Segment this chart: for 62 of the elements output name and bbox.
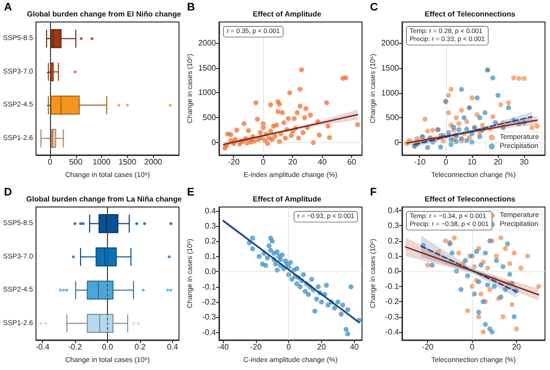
y-tick-label: 1500: [198, 63, 217, 72]
y-tick-label: -0.2: [202, 298, 217, 306]
y-tick-label: -0.1: [385, 282, 400, 291]
y-tick-label: 1000: [198, 88, 217, 98]
x-tick-label: 500: [69, 158, 83, 166]
y-tick-label: 0.0: [204, 267, 217, 276]
text: B: [187, 2, 195, 14]
y-tick-label: 2000: [381, 38, 400, 48]
x-tick-label: -20: [228, 158, 240, 166]
x-tick-label: 60: [347, 158, 357, 166]
x-tick-label: 20: [317, 342, 326, 352]
y-tick-label: 0.0: [388, 266, 400, 276]
y-tick-label: -0.3: [385, 312, 400, 322]
y-tick-label: -0.4: [385, 327, 400, 336]
x-tick-label: 0: [48, 158, 53, 166]
x-tick-label: 1000: [92, 158, 112, 166]
y-tick-label: 0.2: [388, 236, 400, 246]
y-tick-label: -0.2: [385, 297, 400, 306]
y-tick-label: 2000: [198, 38, 217, 48]
x-tick-label: -40: [217, 342, 230, 352]
y-tick-label: 1000: [381, 88, 400, 98]
y-tick-label: 0.1: [388, 252, 400, 261]
x-tick-label: 0.0: [102, 342, 114, 352]
x-tick-label: 0: [286, 342, 292, 352]
x-tick-label: 10: [467, 158, 477, 166]
text: C: [370, 2, 378, 14]
text: E: [187, 186, 194, 198]
y-tick-label: 0: [394, 138, 400, 148]
y-tick-label: 0.3: [204, 222, 217, 230]
x-tick-label: -20: [250, 342, 262, 352]
x-tick-label: 40: [318, 158, 328, 166]
x-tick-label: 0: [470, 342, 475, 352]
y-tick-label: -0.3: [202, 312, 217, 322]
x-tick-label: 20: [512, 342, 522, 352]
x-tick-label: 0.4: [166, 342, 179, 352]
y-tick-label: 500: [386, 113, 400, 122]
text: F: [370, 186, 377, 198]
text: D: [4, 186, 12, 198]
x-tick-label: 0.2: [134, 342, 146, 352]
x-tick-label: -10: [414, 158, 426, 166]
x-tick-label: 1500: [118, 158, 137, 166]
x-tick-label: 40: [350, 342, 360, 352]
y-tick-label: 0: [212, 138, 217, 148]
x-tick-label: -0.2: [68, 342, 82, 352]
y-tick-label: 0.1: [204, 252, 217, 261]
y-tick-label: -0.4: [202, 328, 217, 337]
x-tick-label: 20: [288, 158, 298, 166]
text: A: [4, 2, 12, 14]
y-tick-label: 0.4: [204, 206, 217, 216]
y-tick-label: 1500: [381, 63, 400, 72]
x-tick-label: 30: [520, 158, 530, 166]
x-tick-label: -20: [422, 342, 434, 352]
x-tick-label: 0: [444, 158, 449, 166]
y-tick-label: 0.2: [204, 236, 217, 246]
y-tick-label: 500: [202, 113, 217, 122]
x-tick-label: 2000: [144, 158, 163, 166]
x-tick-label: 0: [261, 158, 266, 166]
y-tick-label: 0.4: [388, 206, 400, 215]
y-tick-label: 0.3: [388, 221, 400, 230]
x-tick-label: 20: [494, 158, 504, 166]
x-tick-label: -0.4: [36, 342, 50, 352]
y-tick-label: -0.1: [202, 282, 217, 292]
